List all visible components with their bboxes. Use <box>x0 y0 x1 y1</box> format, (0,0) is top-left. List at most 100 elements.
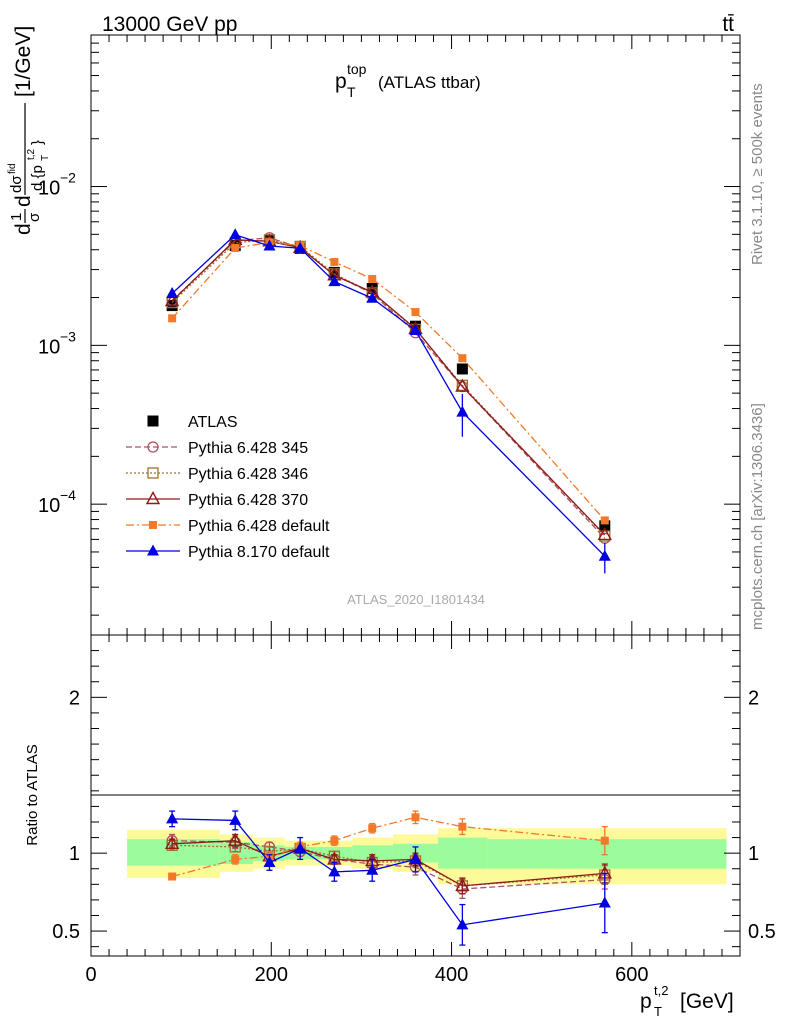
legend-label: Pythia 6.428 default <box>188 518 330 535</box>
legend-entry: Pythia 6.428 345 <box>126 440 308 457</box>
svg-text:fid: fid <box>7 163 18 174</box>
data-point <box>409 324 422 336</box>
ratio-point <box>166 812 179 824</box>
ratio-series-layer <box>164 810 612 946</box>
svg-text:d: d <box>12 195 35 207</box>
legend-entry: Pythia 6.428 370 <box>126 491 308 509</box>
ratio-point <box>458 822 467 831</box>
ratio-point <box>164 835 180 850</box>
svg-text:10: 10 <box>38 495 60 517</box>
ratio-point <box>330 836 339 845</box>
data-point <box>294 241 307 253</box>
ratio-point <box>455 877 470 892</box>
legend-marker <box>147 415 159 427</box>
ratio-point <box>600 836 609 845</box>
y-tick-label: 10−4 <box>38 487 76 517</box>
analysis-watermark: ATLAS_2020_I1801434 <box>347 592 485 607</box>
legend-label: ATLAS <box>188 414 238 431</box>
title-sup: top <box>347 61 367 77</box>
legend-marker <box>147 544 159 556</box>
data-point <box>328 275 341 287</box>
legend-entry: ATLAS <box>147 414 238 431</box>
legend-entry: Pythia 6.428 346 <box>126 466 308 483</box>
data-point <box>166 287 179 299</box>
data-point <box>168 314 177 323</box>
ratio-point <box>168 872 177 881</box>
ratio-y-tick-label: 2 <box>69 687 80 709</box>
ratio-point <box>231 855 240 864</box>
xlabel-sup: t,2 <box>654 983 668 998</box>
ratio-point <box>368 824 377 833</box>
band-green <box>438 837 488 869</box>
mcplots-label: mcplots.cern.ch [arXiv:1306.3436] <box>749 403 766 630</box>
legend-marker <box>147 441 159 453</box>
svg-text:σ: σ <box>26 212 43 222</box>
data-point <box>599 530 611 542</box>
xlabel-sub: T <box>654 1004 662 1019</box>
main-title: p top T (ATLAS ttbar) <box>335 61 481 100</box>
data-point <box>368 274 377 283</box>
ratio-y-tick-label-right: 2 <box>748 687 759 709</box>
data-point <box>600 516 609 525</box>
svg-text:T: T <box>40 155 51 161</box>
ratio-y-tick-label: 1 <box>69 843 80 865</box>
ratio-point <box>328 865 341 877</box>
data-point <box>599 520 611 532</box>
main-series-layer <box>164 228 612 574</box>
y-tick-label: 10 −2 <box>38 170 76 200</box>
legend-label: Pythia 6.428 345 <box>188 440 308 457</box>
x-tick-label: 200 <box>255 964 288 986</box>
svg-text:−4: −4 <box>60 487 76 503</box>
legend-label: Pythia 6.428 370 <box>188 492 308 509</box>
ratio-point <box>598 896 611 908</box>
data-point <box>366 291 379 303</box>
ratio-y-tick-label-right: 0.5 <box>748 921 776 943</box>
data-point <box>328 266 340 278</box>
legend-entry: Pythia 6.428 default <box>126 518 330 535</box>
data-point <box>231 244 240 253</box>
data-point <box>229 228 242 240</box>
x-axis-title: p T t,2 [GeV] <box>640 983 734 1019</box>
data-point <box>330 257 339 266</box>
svg-text:10: 10 <box>38 336 60 358</box>
svg-text:−2: −2 <box>60 170 76 186</box>
data-point <box>164 293 180 307</box>
xlabel-tail: [GeV] <box>680 990 734 1013</box>
svg-text:d {p: d {p <box>29 165 46 191</box>
ratio-y-tick-label: 0.5 <box>52 921 80 943</box>
svg-text:t,2: t,2 <box>26 148 37 160</box>
svg-text:d: d <box>12 223 35 235</box>
svg-text:[1/GeV]: [1/GeV] <box>12 26 35 97</box>
x-tick-label: 0 <box>85 964 96 986</box>
ratio-axis-ticks: 0.5 0.5 1 1 2 2 0 200 400 600 <box>52 635 776 986</box>
main-axis-ticks: 10 −210 −310−4 <box>38 34 740 635</box>
main-panel: 10 −210 −310−4 p top T (ATLAS ttbar) d 1 σ… <box>7 26 741 636</box>
process-label: tt̄ <box>722 13 734 36</box>
band-green <box>352 845 393 861</box>
ratio-y-tick-label-right: 1 <box>748 843 759 865</box>
x-tick-label: 400 <box>435 964 468 986</box>
title-main: p <box>335 70 347 93</box>
legend-marker <box>147 467 159 479</box>
data-point <box>455 378 470 392</box>
legend: ATLAS Pythia 6.428 345 Pythia 6.428 346 Pyt… <box>126 414 330 561</box>
main-ylabel: d 1 σ d dσ fid d {p T t,2 } [1/GeV] <box>7 26 51 235</box>
data-point <box>263 239 276 251</box>
ratio-point <box>263 856 276 868</box>
svg-text:dσ: dσ <box>8 175 25 193</box>
data-point <box>458 354 467 363</box>
rivet-label: Rivet 3.1.10, ≥ 500k events <box>749 83 766 265</box>
series-line <box>171 237 606 539</box>
energy-label: 13000 GeV pp <box>102 13 237 36</box>
y-tick-label: 10 −3 <box>38 328 76 358</box>
svg-text:}: } <box>29 140 46 145</box>
title-tail: (ATLAS ttbar) <box>378 73 481 92</box>
ratio-point <box>409 852 422 864</box>
legend-marker <box>149 521 157 529</box>
ratio-panel: 0.5 0.5 1 1 2 2 0 200 400 600 Ratio to ATLAS p T … <box>24 634 776 1019</box>
ratio-point <box>411 813 420 822</box>
xlabel-main: p <box>640 990 652 1013</box>
svg-text:1: 1 <box>8 213 25 221</box>
legend-label: Pythia 8.170 default <box>188 544 330 561</box>
